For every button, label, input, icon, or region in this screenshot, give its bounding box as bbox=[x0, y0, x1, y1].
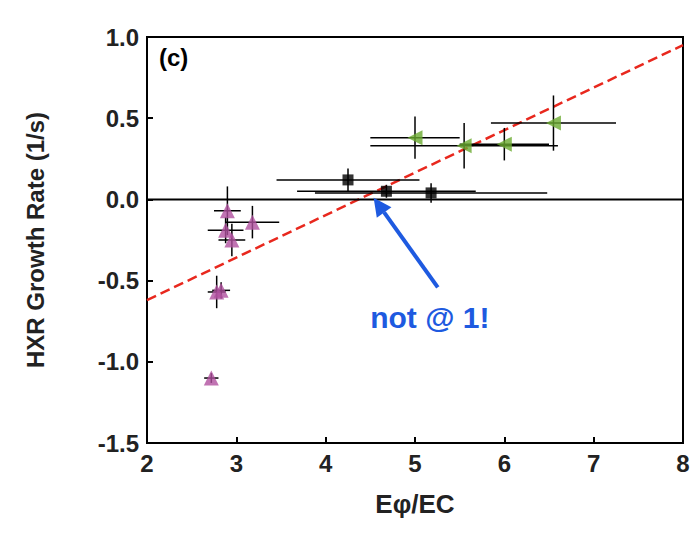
svg-text:Eφ/EC: Eφ/EC bbox=[375, 489, 455, 519]
svg-text:0.5: 0.5 bbox=[106, 105, 139, 132]
svg-text:8: 8 bbox=[676, 450, 689, 477]
svg-text:3: 3 bbox=[230, 450, 243, 477]
svg-text:HXR Growth Rate (1/s): HXR Growth Rate (1/s) bbox=[22, 112, 49, 368]
svg-text:1.0: 1.0 bbox=[106, 24, 139, 51]
svg-text:(c): (c) bbox=[159, 44, 188, 71]
svg-text:2: 2 bbox=[140, 450, 153, 477]
svg-text:7: 7 bbox=[587, 450, 600, 477]
svg-text:-1.5: -1.5 bbox=[98, 430, 139, 457]
svg-text:-0.5: -0.5 bbox=[98, 267, 139, 294]
svg-text:5: 5 bbox=[408, 450, 421, 477]
svg-text:-1.0: -1.0 bbox=[98, 348, 139, 375]
svg-text:not @ 1!: not @ 1! bbox=[370, 301, 489, 334]
svg-text:6: 6 bbox=[498, 450, 511, 477]
svg-text:0.0: 0.0 bbox=[106, 186, 139, 213]
svg-text:4: 4 bbox=[319, 450, 333, 477]
